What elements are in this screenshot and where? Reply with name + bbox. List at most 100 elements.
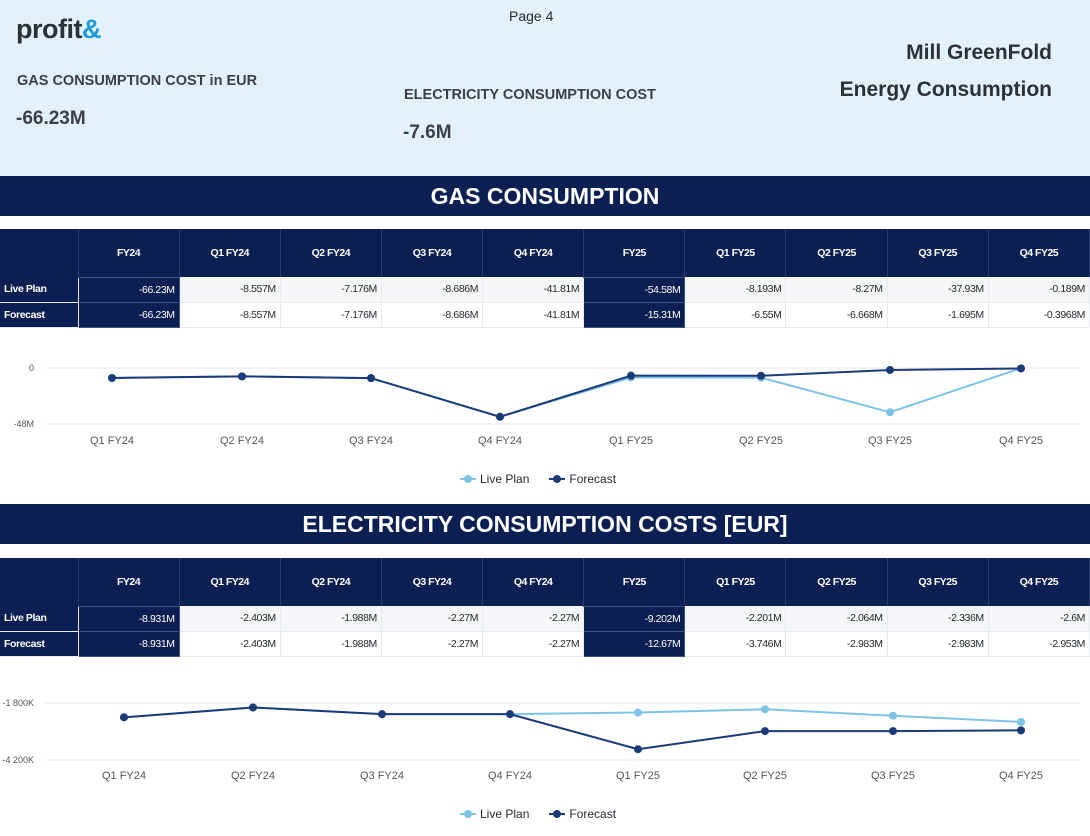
table-cell: -2.336M — [887, 606, 989, 632]
legend-forecast[interactable]: Forecast — [549, 807, 616, 821]
table-cell: -37.93M — [887, 277, 989, 303]
data-point — [496, 412, 504, 421]
table-cell: -8.931M — [77, 630, 180, 657]
legend-label: Forecast — [569, 807, 617, 821]
legend-label: Live Plan — [480, 807, 530, 821]
legend-live-plan[interactable]: Live Plan — [460, 472, 529, 486]
column-header: Q2 FY24 — [280, 229, 382, 277]
table-header-row: FY24 Q1 FY24 Q2 FY24 Q3 FY24 Q4 FY24 FY25 Q1 F… — [0, 229, 1090, 277]
table-cell: -2.983M — [785, 631, 888, 657]
x-tick-label: Q2 FY25 — [743, 770, 787, 782]
legend-label: Live Plan — [480, 472, 530, 486]
corner-cell — [0, 558, 79, 606]
data-point — [238, 372, 246, 381]
gas-kpi-label: GAS CONSUMPTION COST in EUR — [17, 73, 258, 89]
x-tick-label: Q4 FY24 — [488, 770, 532, 782]
page-number: Page 4 — [509, 8, 554, 24]
gas-chart-legend: Live Plan Forecast — [460, 472, 616, 486]
data-point — [108, 373, 116, 382]
data-point — [886, 408, 894, 417]
data-point — [761, 705, 769, 714]
x-tick-label: Q3 FY24 — [360, 770, 404, 782]
table-cell: -66.23M — [77, 301, 180, 328]
table-cell: -2.27M — [482, 631, 585, 657]
y-tick-label: -4 200K — [2, 755, 34, 765]
series-line-live-plan — [123, 706, 1022, 723]
column-header: Q4 FY24 — [482, 558, 585, 606]
table-cell: -2.27M — [381, 631, 484, 657]
column-header: Q4 FY24 — [482, 229, 585, 277]
electricity-line-chart: -1 800K -4 200K Q1 FY24 Q2 FY24 Q3 FY24 Q4 FY… — [2, 698, 1080, 782]
column-header: Q2 FY25 — [785, 558, 888, 606]
table-cell: -8.931M — [77, 605, 180, 632]
x-tick-label: Q4 FY25 — [999, 770, 1043, 782]
legend-forecast[interactable]: Forecast — [549, 472, 616, 486]
live-plan-marker-icon — [460, 810, 476, 818]
table-row: Forecast -66.23M -8.557M -7.176M -8.686M -41.… — [0, 301, 1090, 328]
row-label: Live Plan — [0, 277, 79, 303]
data-point — [1017, 726, 1025, 735]
table-cell: -2.983M — [887, 631, 989, 657]
data-point — [761, 727, 769, 736]
x-tick-label: Q1 FY24 — [102, 770, 146, 782]
table-cell: -1.695M — [887, 302, 989, 328]
table-cell: -7.176M — [280, 302, 382, 328]
gas-table: FY24 Q1 FY24 Q2 FY24 Q3 FY24 Q4 FY24 FY25 Q1 F… — [0, 229, 1090, 328]
table-cell: -54.58M — [583, 276, 686, 303]
table-cell: -9.202M — [583, 605, 686, 632]
table-cell: -1.988M — [280, 631, 382, 657]
table-row: Live Plan -8.931M -2.403M -1.988M -2.27M -2.2… — [0, 605, 1090, 632]
table-cell: -8.27M — [785, 277, 888, 303]
column-header: Q3 FY24 — [381, 229, 484, 277]
table-cell: -12.67M — [583, 630, 686, 657]
x-tick-label: Q4 FY24 — [478, 435, 522, 447]
table-cell: -1.988M — [280, 606, 382, 632]
data-point — [1017, 364, 1025, 373]
series-line-forecast — [111, 367, 1022, 418]
data-point — [886, 365, 894, 374]
y-tick-label: -48M — [13, 419, 34, 429]
x-tick-label: Q2 FY24 — [220, 435, 264, 447]
data-point — [889, 727, 897, 736]
column-header: Q4 FY25 — [988, 229, 1090, 277]
data-point — [634, 708, 642, 717]
forecast-marker-icon — [549, 810, 566, 818]
x-tick-label: Q3 FY25 — [871, 770, 915, 782]
column-header: FY24 — [78, 229, 180, 277]
table-row: Forecast -8.931M -2.403M -1.988M -2.27M -2.27… — [0, 630, 1090, 657]
row-label: Forecast — [0, 631, 79, 657]
table-cell: -8.557M — [179, 277, 281, 303]
table-cell: -3.746M — [684, 631, 787, 657]
table-cell: -6.668M — [785, 302, 888, 328]
gas-kpi-value: -66.23M — [16, 108, 86, 129]
table-cell: -15.31M — [583, 301, 686, 328]
elec-kpi-label: ELECTRICITY CONSUMPTION COST — [404, 87, 656, 103]
row-label: Live Plan — [0, 606, 79, 632]
report-header: profit& Page 4 GAS CONSUMPTION COST in E… — [0, 0, 1090, 176]
table-cell: -8.686M — [381, 302, 484, 328]
table-cell: -66.23M — [77, 276, 180, 303]
gas-line-chart: 0 -48M Q1 FY24 Q2 FY24 Q3 FY24 Q4 FY24 Q1 FY25… — [13, 363, 1080, 447]
electricity-table: FY24 Q1 FY24 Q2 FY24 Q3 FY24 Q4 FY24 FY25 Q1 F… — [0, 558, 1090, 657]
legend-label: Forecast — [569, 472, 617, 486]
table-row: Live Plan -66.23M -8.557M -7.176M -8.686M -41… — [0, 276, 1090, 303]
x-tick-label: Q4 FY25 — [999, 435, 1043, 447]
table-cell: -8.193M — [684, 277, 787, 303]
x-tick-label: Q2 FY25 — [739, 435, 783, 447]
table-cell: -8.686M — [381, 277, 484, 303]
x-tick-label: Q2 FY24 — [231, 770, 275, 782]
table-cell: -2.403M — [179, 631, 281, 657]
column-header: Q3 FY24 — [381, 558, 484, 606]
column-header: FY25 — [583, 229, 686, 277]
legend-live-plan[interactable]: Live Plan — [460, 807, 529, 821]
table-cell: -8.557M — [179, 302, 281, 328]
x-tick-label: Q1 FY24 — [90, 435, 134, 447]
x-tick-label: Q1 FY25 — [609, 435, 653, 447]
table-cell: -2.064M — [785, 606, 888, 632]
table-cell: -41.81M — [482, 277, 585, 303]
column-header: Q1 FY24 — [179, 229, 281, 277]
data-point — [249, 703, 257, 712]
row-label: Forecast — [0, 302, 79, 328]
y-tick-label: -1 800K — [2, 698, 34, 708]
data-point — [1017, 718, 1025, 726]
